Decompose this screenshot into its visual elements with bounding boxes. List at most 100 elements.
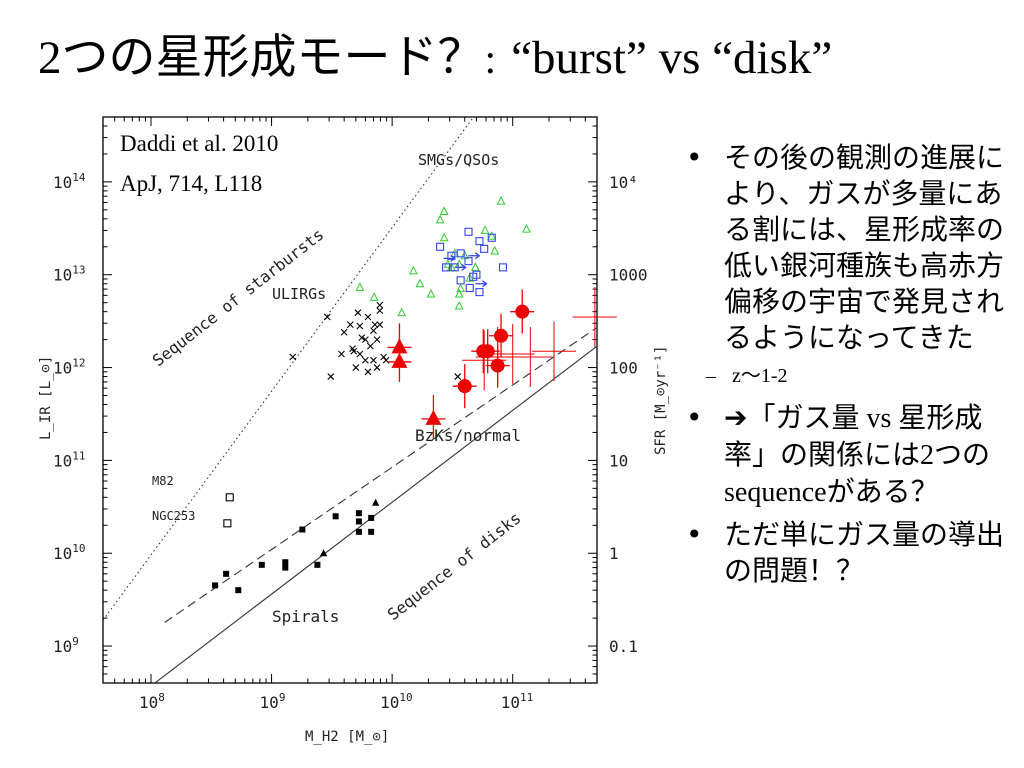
spirals-point	[314, 561, 321, 568]
m82-ngc253-point	[225, 493, 234, 502]
spirals-point	[332, 513, 339, 520]
smgs-point	[465, 272, 475, 282]
ulirgs-point	[371, 321, 379, 329]
slide-title: 2つの星形成モード？: “burst” vs “disk”	[38, 30, 832, 86]
smgs-point	[397, 307, 407, 317]
m82-label: M82	[152, 474, 174, 488]
y-tick-label: 1010	[53, 542, 86, 563]
ulirgs-point	[370, 356, 377, 364]
citation-line-1: Daddi et al. 2010	[120, 131, 278, 156]
ulirgs-point	[356, 322, 364, 330]
smgs-point	[355, 282, 365, 291]
smgs-point	[454, 300, 464, 310]
smgs-point	[408, 265, 418, 275]
sub-bullet: – z〜1-2	[686, 362, 1016, 390]
spirals-point	[282, 564, 289, 571]
ulirgs-point	[340, 328, 348, 336]
smgs-point	[456, 283, 466, 293]
smgs-point	[454, 288, 464, 298]
title-number: 2	[38, 32, 62, 84]
smgs-point	[487, 231, 497, 240]
x-axis-label: M_H2 [M_⊙]	[305, 729, 389, 745]
ulirgs-point	[376, 307, 384, 315]
error-bar-points-point	[532, 321, 577, 382]
ngc253-label: NGC253	[152, 509, 195, 523]
y-right-tick-label: 10	[609, 451, 628, 470]
smgs-point	[490, 245, 500, 255]
citation-line-2: ApJ, 714, L118	[120, 171, 262, 196]
error-bar-points-point	[462, 330, 507, 391]
small-triangles-point	[372, 498, 380, 506]
bzks-normal-label: BzKs/normal	[415, 426, 521, 445]
ulirgs-point	[373, 336, 381, 343]
bullet-dot-icon: •	[686, 401, 703, 434]
qsos-point	[456, 249, 465, 258]
qso-upper-limits-point	[454, 263, 467, 271]
dash-icon: –	[706, 365, 716, 387]
y-tick-label: 1011	[53, 449, 86, 470]
qsos-point	[456, 276, 465, 285]
smgs-point	[522, 224, 531, 233]
bullet-item: • ただ単にガス量の導出の問題！？	[686, 517, 1016, 589]
bzks-point	[480, 344, 495, 359]
sub-bullet-text: z〜1-2	[732, 365, 788, 387]
disk-sequence-line	[153, 345, 597, 683]
smgs-point	[415, 278, 425, 288]
qsos-point	[472, 270, 481, 279]
daddi-2010-scatter-chart: 108 109 1010 1011 109 1010 1011 1012 1013 1014 0.1…	[38, 116, 669, 745]
title-separator: :	[484, 37, 497, 83]
y-right-tick-label: 100	[609, 359, 638, 378]
bullet-text-part: sequence	[724, 477, 827, 508]
ulirgs-point	[454, 373, 462, 380]
smgs-point	[435, 214, 445, 224]
bullet-text-part: つの	[934, 438, 991, 471]
qso-upper-limits-point	[443, 254, 456, 262]
bullet-text: ただ単にガス量の導出の問題！？	[724, 518, 1005, 587]
spirals-point	[258, 561, 265, 568]
relation-lines	[103, 117, 597, 683]
smgs-point	[480, 225, 490, 234]
smgs-qsos-label: SMGs/QSOs	[418, 151, 499, 169]
title-english: “burst” vs “disk”	[511, 32, 833, 84]
y-right-tick-label: 1000	[609, 266, 648, 285]
title-main: つの星形成モード？	[61, 30, 485, 85]
bullet-text-part: 星形成率」の関係には	[724, 401, 983, 471]
qso-upper-limits-point	[475, 280, 488, 288]
error-bar-points-point	[490, 323, 535, 384]
bzks-point	[515, 304, 530, 319]
y-tick-label: 1014	[53, 171, 86, 192]
bzks-point	[494, 328, 509, 343]
x-tick-label: 1010	[380, 691, 413, 712]
m82-ngc253-point	[223, 519, 232, 528]
y-tick-label: 109	[53, 635, 79, 656]
smgs-point	[369, 292, 379, 301]
ulirgs-point	[376, 301, 384, 309]
ulirgs-point	[362, 336, 369, 343]
x-tick-label: 1011	[501, 691, 534, 712]
spirals-point	[282, 559, 289, 566]
ulirgs-point	[373, 364, 381, 371]
x-tick-label: 109	[260, 691, 286, 712]
y-axis-label-right: SFR [M_⊙yr⁻¹]	[653, 345, 669, 455]
fit-dashed-line	[164, 327, 597, 623]
qsos-point	[464, 227, 473, 236]
ulirgs-label: ULIRGs	[272, 285, 326, 303]
qsos-point	[487, 233, 496, 242]
bullet-item: • ➔「ガス量 vs 星形成率」の関係には2つの sequenceがある？	[686, 400, 1016, 511]
spirals-point	[368, 528, 375, 535]
bullet-dot-icon: •	[686, 141, 703, 174]
smgs-point	[496, 196, 506, 205]
spirals-point	[368, 514, 375, 521]
error-bar-points-point	[508, 326, 553, 387]
spirals-point	[299, 526, 306, 533]
y-right-tick-label: 1	[609, 544, 619, 563]
spirals-point	[223, 570, 230, 577]
qsos-point	[475, 288, 484, 297]
qsos-point	[436, 242, 445, 251]
ulirgs-point	[376, 321, 384, 329]
bullet-list: • その後の観測の進展により、ガスが多量にある割には、星形成率の低い銀河種族も高…	[686, 140, 1016, 595]
bullet-text-part: 2	[920, 440, 935, 471]
qsos-point	[465, 283, 474, 293]
ulirgs-point	[289, 353, 297, 361]
ulirgs-point	[366, 342, 374, 350]
